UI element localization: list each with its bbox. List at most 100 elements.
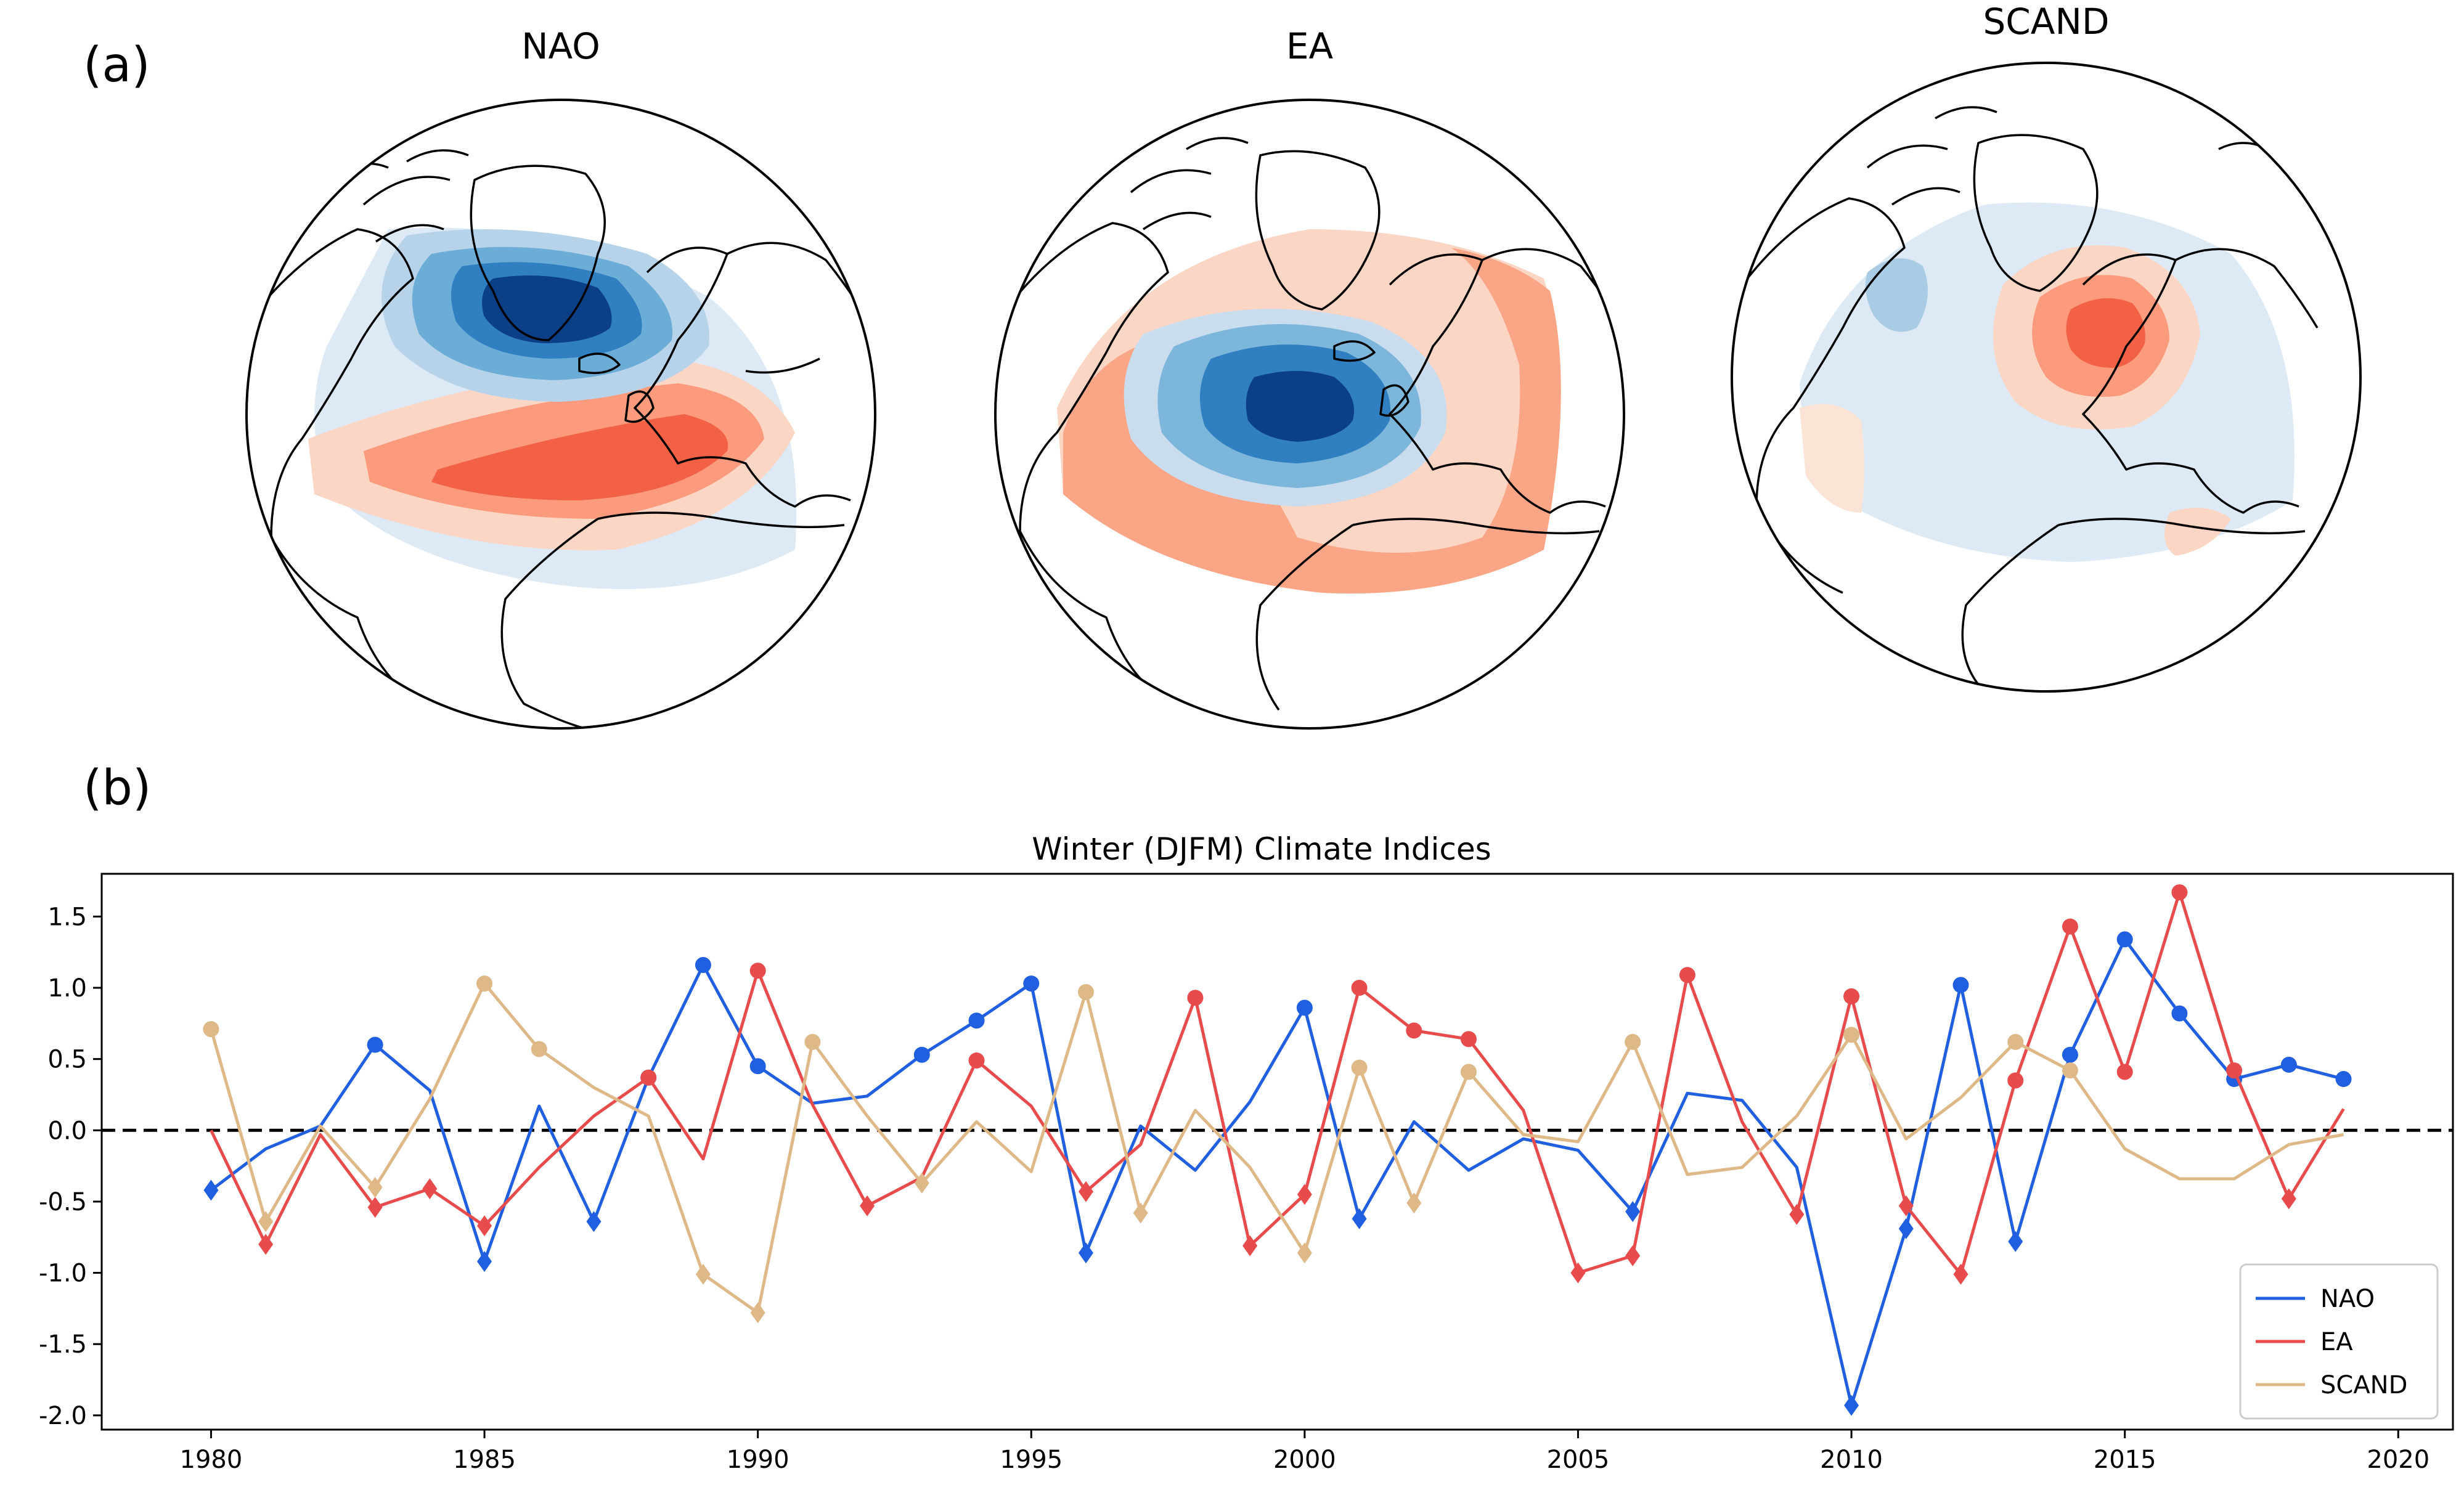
data-point-ea xyxy=(1679,967,1695,983)
scand-coast-archipelago xyxy=(1866,106,1997,206)
data-point-ea xyxy=(968,1052,985,1069)
x-tick-label: 2005 xyxy=(1547,1446,1610,1474)
map-border-nao xyxy=(245,99,876,730)
data-point-nao xyxy=(477,1251,492,1272)
data-point-ea xyxy=(1953,1263,1968,1285)
plot-frame xyxy=(100,873,2454,1431)
map-ea: EA xyxy=(994,25,1625,730)
legend-box xyxy=(2239,1263,2439,1420)
chart-title: Winter (DJFM) Climate Indices xyxy=(1032,831,1491,867)
data-point-scand xyxy=(1461,1064,1477,1080)
ea-coast-iceland-uk xyxy=(1333,340,1409,417)
scand-negative-light xyxy=(1865,258,1928,332)
data-point-nao xyxy=(1352,1208,1367,1229)
data-point-nao xyxy=(1296,999,1313,1016)
y-tick-label: -0.5 xyxy=(39,1188,87,1216)
data-point-ea xyxy=(367,1197,383,1218)
data-point-scand xyxy=(1625,1033,1641,1050)
data-point-scand xyxy=(804,1033,821,1050)
data-point-nao xyxy=(1952,977,1969,993)
y-tick-label: 1.5 xyxy=(47,903,87,931)
series-scand xyxy=(203,975,2344,1324)
nao-coast-africa xyxy=(500,511,845,728)
data-point-ea xyxy=(1187,990,1204,1006)
data-point-ea xyxy=(1242,1235,1258,1256)
data-point-nao xyxy=(913,1046,930,1063)
data-point-ea xyxy=(1406,1022,1422,1039)
data-point-ea xyxy=(1570,1262,1586,1284)
data-point-nao xyxy=(1078,1242,1093,1264)
y-tick-label: 0.5 xyxy=(47,1046,87,1074)
data-point-nao xyxy=(367,1036,383,1053)
data-point-scand xyxy=(476,975,493,992)
line-chart: 1980 1985 1990 1995 2000 2005 2010 2015 2020 -2.0… xyxy=(39,873,2454,1474)
x-tick-label: 1985 xyxy=(453,1446,516,1474)
data-point-nao xyxy=(1898,1218,1914,1239)
nao-positive-dark xyxy=(431,414,728,500)
data-point-ea xyxy=(1461,1031,1477,1048)
data-point-nao xyxy=(2008,1231,2023,1252)
data-point-scand xyxy=(914,1172,929,1194)
data-point-scand xyxy=(258,1211,274,1232)
data-point-nao xyxy=(2335,1071,2352,1088)
data-point-scand xyxy=(203,1021,219,1038)
scand-positive-west xyxy=(1800,404,1864,513)
nao-coast-north-america xyxy=(251,228,420,705)
x-tick-label: 2010 xyxy=(1820,1446,1883,1474)
series-ea xyxy=(210,884,2345,1285)
data-point-scand xyxy=(2062,1062,2078,1079)
x-tick-label: 2015 xyxy=(2094,1446,2156,1474)
nao-coast-europe xyxy=(634,246,851,508)
data-point-scand xyxy=(750,1302,765,1324)
map-title-scand: SCAND xyxy=(1983,1,2109,43)
panel-b-label: (b) xyxy=(83,760,151,816)
scand-coast-africa xyxy=(1961,518,2306,691)
data-point-ea xyxy=(2226,1062,2243,1079)
data-point-nao xyxy=(2280,1056,2297,1073)
map-scand: SCAND xyxy=(1731,1,2362,693)
y-tick-label: 0.0 xyxy=(47,1117,87,1145)
legend-label-ea: EA xyxy=(2320,1328,2353,1356)
series-line-scand xyxy=(210,982,2344,1314)
data-point-ea xyxy=(640,1069,657,1086)
panel-a-label: (a) xyxy=(83,38,150,93)
data-point-scand xyxy=(1077,983,1094,1000)
data-point-nao xyxy=(2116,931,2133,948)
data-point-nao xyxy=(1844,1394,1859,1416)
series-line-nao xyxy=(210,937,2344,1407)
data-point-scand xyxy=(1843,1027,1860,1043)
nao-coast-canadian-archipelago xyxy=(325,149,469,243)
x-tick-label: 2000 xyxy=(1273,1446,1336,1474)
legend-label-scand: SCAND xyxy=(2320,1371,2407,1399)
scand-coast-greenland xyxy=(1973,134,2099,292)
data-point-scand xyxy=(1133,1202,1148,1224)
data-point-ea xyxy=(749,963,766,979)
data-point-scand xyxy=(367,1176,383,1198)
data-point-nao xyxy=(586,1211,602,1232)
map-title-ea: EA xyxy=(1286,25,1334,67)
x-tick-label: 1980 xyxy=(180,1446,243,1474)
data-point-scand xyxy=(695,1263,711,1285)
map-border-scand xyxy=(1731,62,2362,693)
x-tick-label: 1995 xyxy=(1000,1446,1063,1474)
y-tick-label: 1.0 xyxy=(47,974,87,1003)
series-line-ea xyxy=(210,890,2345,1276)
data-point-nao xyxy=(2171,1005,2188,1022)
data-point-scand xyxy=(2007,1033,2024,1050)
x-tick-label: 1990 xyxy=(727,1446,789,1474)
data-point-ea xyxy=(1898,1195,1914,1216)
data-point-ea xyxy=(1297,1184,1312,1205)
data-point-ea xyxy=(2062,918,2078,935)
data-point-nao xyxy=(1625,1201,1641,1223)
data-point-nao xyxy=(695,957,711,974)
ea-negative-dark xyxy=(1246,371,1354,442)
data-point-ea xyxy=(477,1215,492,1237)
data-point-ea xyxy=(258,1234,274,1255)
data-point-ea xyxy=(2007,1072,2024,1089)
data-point-nao xyxy=(2062,1046,2078,1063)
data-point-nao xyxy=(1023,975,1040,992)
x-tick-label: 2020 xyxy=(2367,1446,2429,1474)
ea-coast-greenland xyxy=(1255,150,1381,311)
scand-positive-southeast xyxy=(2164,508,2231,556)
